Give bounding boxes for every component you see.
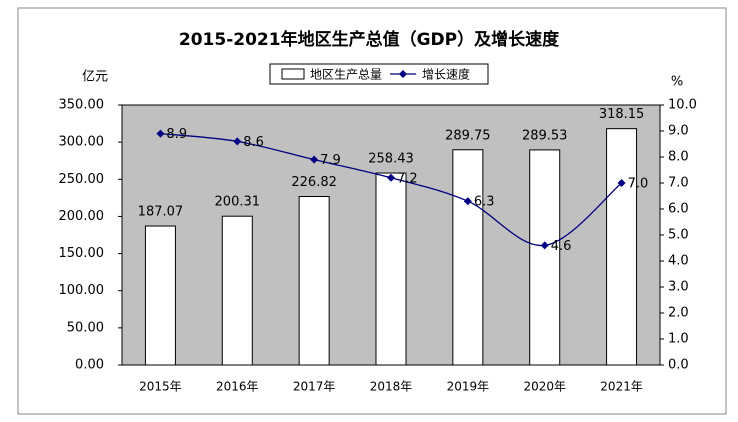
x-tick-label: 2021年 bbox=[600, 380, 643, 394]
x-tick-label: 2018年 bbox=[370, 380, 413, 394]
line-marker bbox=[463, 197, 472, 206]
line-value-label: 7.2 bbox=[397, 171, 418, 186]
y2-tick-label: 7.0 bbox=[668, 176, 689, 191]
bar-value-label: 318.15 bbox=[599, 107, 645, 122]
line-value-label: 8.9 bbox=[166, 127, 187, 142]
line-marker bbox=[617, 179, 626, 187]
line-value-label: 8.6 bbox=[243, 135, 264, 150]
bar bbox=[144, 225, 176, 366]
line-value-label: 6.3 bbox=[474, 195, 495, 210]
chart-title: 2015-2021年地区生产总值（GDP）及增长速度 bbox=[179, 29, 560, 50]
line-marker bbox=[233, 137, 242, 146]
x-tick-label: 2015年 bbox=[139, 380, 182, 394]
legend bbox=[269, 63, 489, 85]
legend-label: 地区生产总量 bbox=[310, 68, 382, 82]
x-tick-label: 2016年 bbox=[216, 380, 259, 394]
line-marker bbox=[156, 129, 165, 138]
x-tick-label: 2017年 bbox=[293, 380, 336, 394]
y2-tick-label: 0.0 bbox=[668, 358, 689, 373]
y-tick-label: 150.00 bbox=[59, 246, 105, 261]
y-tick-label: 250.00 bbox=[59, 172, 105, 187]
y2-tick-label: 1.0 bbox=[668, 332, 689, 347]
y2-tick-label: 6.0 bbox=[668, 202, 689, 217]
y-tick-label: 50.00 bbox=[67, 320, 104, 335]
line-value-label: 7.0 bbox=[628, 177, 649, 192]
y2-tick-label: 2.0 bbox=[668, 306, 689, 321]
bar-value-label: 289.53 bbox=[522, 128, 568, 143]
line-marker bbox=[310, 155, 319, 164]
line-marker bbox=[387, 173, 395, 182]
bar-value-label: 226.82 bbox=[291, 175, 337, 190]
legend-label: 增长速度 bbox=[422, 67, 470, 82]
legend-swatch bbox=[281, 68, 305, 80]
x-tick-label: 2020年 bbox=[523, 380, 566, 394]
y2-tick-label: 4.0 bbox=[668, 254, 689, 269]
legend-swatch bbox=[399, 70, 407, 78]
y-tick-label: 200.00 bbox=[59, 209, 105, 224]
y2-tick-label: 10.0 bbox=[668, 98, 697, 113]
x-tick-label: 2019年 bbox=[447, 380, 490, 394]
y2-axis-label: % bbox=[671, 75, 683, 90]
bar-value-label: 289.75 bbox=[445, 128, 491, 143]
y-tick-label: 350.00 bbox=[59, 98, 105, 113]
bar bbox=[375, 172, 407, 366]
bar-value-label: 258.43 bbox=[368, 152, 414, 167]
y-axis-label: 亿元 bbox=[82, 70, 108, 85]
y-tick-label: 0.00 bbox=[75, 358, 104, 373]
bar bbox=[529, 149, 561, 366]
bar-value-label: 187.07 bbox=[138, 205, 184, 220]
y2-tick-label: 3.0 bbox=[668, 280, 689, 295]
bar bbox=[452, 149, 484, 366]
bar-value-label: 200.31 bbox=[215, 195, 261, 210]
line-value-label: 4.6 bbox=[551, 239, 572, 254]
y-tick-label: 300.00 bbox=[59, 135, 105, 150]
line-value-label: 7.9 bbox=[320, 153, 341, 168]
bar bbox=[606, 128, 638, 366]
y2-tick-label: 8.0 bbox=[668, 150, 689, 165]
y-tick-label: 100.00 bbox=[59, 283, 105, 298]
bar bbox=[298, 196, 330, 366]
y2-tick-label: 9.0 bbox=[668, 124, 689, 139]
bar bbox=[221, 215, 253, 366]
line-marker bbox=[540, 241, 549, 250]
y2-tick-label: 5.0 bbox=[668, 228, 689, 243]
